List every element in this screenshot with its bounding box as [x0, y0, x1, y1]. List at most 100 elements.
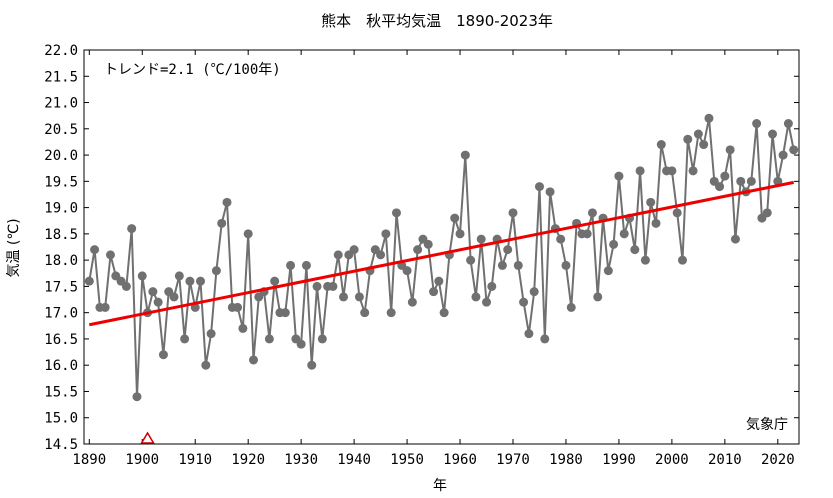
- y-tick-label: 18.0: [44, 253, 78, 269]
- data-point: [529, 287, 539, 297]
- data-point: [778, 150, 788, 160]
- data-point: [587, 208, 597, 218]
- data-point: [137, 271, 147, 281]
- data-point: [503, 245, 513, 255]
- data-point: [651, 218, 661, 228]
- y-tick-label: 14.5: [44, 437, 78, 453]
- data-point: [423, 239, 433, 249]
- data-point: [519, 297, 529, 307]
- data-point: [270, 276, 280, 286]
- data-point: [391, 208, 401, 218]
- data-point: [317, 334, 327, 344]
- data-point: [593, 292, 603, 302]
- data-point: [450, 213, 460, 223]
- axes: 14.5 15.0 15.5 16.0 16.5 17.0 17.5 18.0 18.5 19.0…: [44, 43, 800, 468]
- x-tick-label: 1910: [178, 452, 212, 468]
- data-point: [471, 292, 481, 302]
- data-point: [773, 176, 783, 186]
- marker-triangle-icon: [140, 431, 155, 444]
- data-point: [381, 229, 391, 239]
- y-tick-label: 16.5: [44, 332, 78, 348]
- trend-line: [88, 180, 795, 327]
- data-point: [339, 292, 349, 302]
- trend-annotation: トレンド=2.1 (℃/100年): [104, 62, 281, 78]
- data-point: [158, 350, 168, 360]
- data-point: [545, 187, 555, 197]
- data-point: [460, 150, 470, 160]
- data-point: [174, 271, 184, 281]
- x-tick-label: 2020: [761, 452, 795, 468]
- y-axis-label: 気温 (℃): [6, 218, 22, 277]
- x-tick-label: 1890: [72, 452, 106, 468]
- trend-line-group: [88, 180, 795, 327]
- data-point: [508, 208, 518, 218]
- plot-frame: [83, 49, 800, 445]
- data-point: [768, 129, 778, 139]
- data-point: [715, 182, 725, 192]
- data-point: [296, 339, 306, 349]
- data-point: [180, 334, 190, 344]
- data-point: [566, 302, 576, 312]
- data-point: [561, 260, 571, 270]
- data-point: [603, 266, 613, 276]
- data-point: [402, 266, 412, 276]
- data-point: [672, 208, 682, 218]
- data-point: [354, 292, 364, 302]
- y-tick-label: 21.5: [44, 69, 78, 85]
- data-point: [333, 250, 343, 260]
- data-point: [720, 171, 730, 181]
- data-point: [487, 281, 497, 291]
- data-point: [286, 260, 296, 270]
- data-point: [233, 302, 243, 312]
- x-axis-label: 年: [433, 478, 447, 494]
- annotations: トレンド=2.1 (℃/100年) 気象庁: [104, 62, 788, 433]
- data-point: [376, 250, 386, 260]
- data-point: [752, 119, 762, 129]
- data-point: [169, 292, 179, 302]
- x-tick-label: 1920: [231, 452, 265, 468]
- data-point: [736, 176, 746, 186]
- data-point: [725, 145, 735, 155]
- data-point: [132, 392, 142, 402]
- data-point: [407, 297, 417, 307]
- data-point: [312, 281, 322, 291]
- data-point: [455, 229, 465, 239]
- data-point: [762, 208, 772, 218]
- y-tick-label: 20.0: [44, 148, 78, 164]
- data-point: [609, 239, 619, 249]
- data-point: [222, 197, 232, 207]
- x-tick-label: 2000: [655, 452, 689, 468]
- data-point: [789, 145, 799, 155]
- chart-title: 熊本 秋平均気温 1890-2023年: [321, 12, 553, 30]
- data-point: [640, 255, 650, 265]
- data-point: [238, 323, 248, 333]
- data-point: [534, 182, 544, 192]
- data-point: [84, 276, 94, 286]
- y-tick-label: 16.0: [44, 358, 78, 374]
- data-point: [656, 140, 666, 150]
- data-point: [386, 308, 396, 318]
- data-point: [683, 134, 693, 144]
- data-point: [439, 308, 449, 318]
- data-point: [730, 234, 740, 244]
- data-point: [248, 355, 258, 365]
- data-point: [201, 360, 211, 370]
- x-tick-label: 1970: [496, 452, 530, 468]
- y-tick-label: 22.0: [44, 43, 78, 59]
- data-point: [328, 281, 338, 291]
- data-point: [746, 176, 756, 186]
- x-tick-label: 2010: [708, 452, 742, 468]
- data-point: [688, 166, 698, 176]
- y-tick-label: 21.0: [44, 96, 78, 112]
- x-tick-label: 1960: [443, 452, 477, 468]
- data-point: [476, 234, 486, 244]
- data-point: [513, 260, 523, 270]
- data-point: [635, 166, 645, 176]
- data-point: [667, 166, 677, 176]
- data-point: [619, 229, 629, 239]
- x-tick-label: 1940: [337, 452, 371, 468]
- data-point: [206, 329, 216, 339]
- y-tick-label: 17.5: [44, 279, 78, 295]
- data-point: [582, 229, 592, 239]
